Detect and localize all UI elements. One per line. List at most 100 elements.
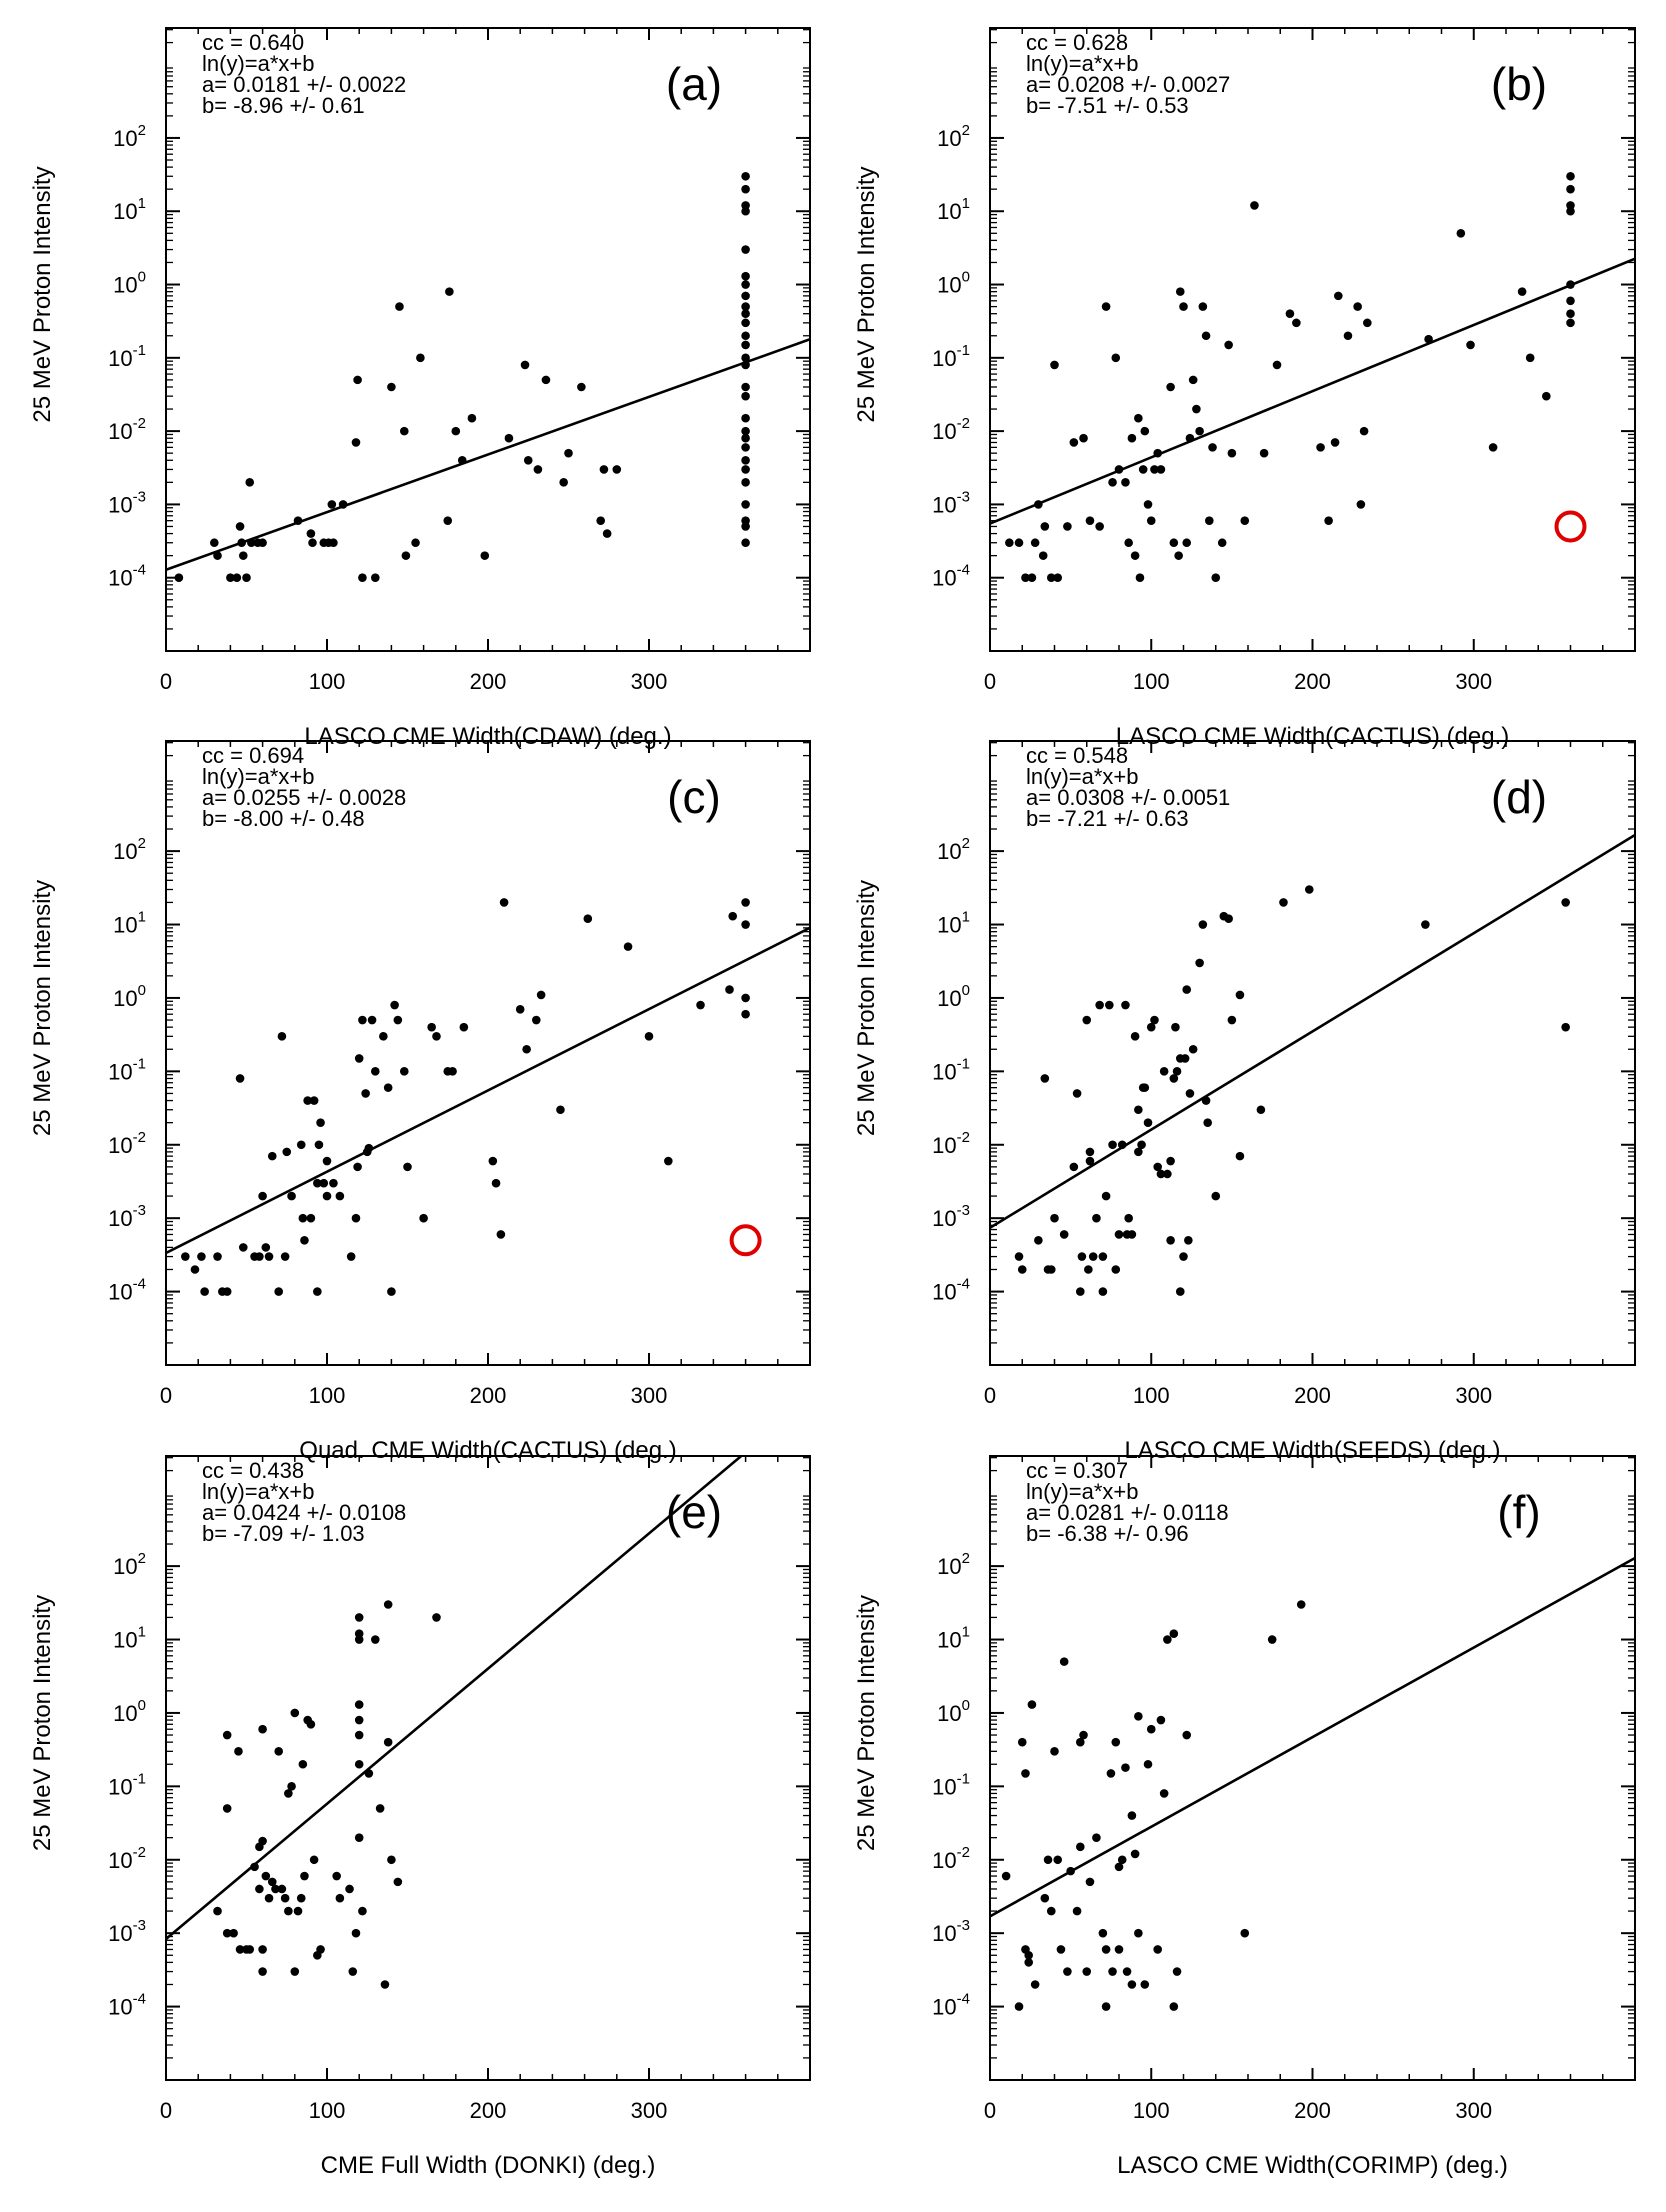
data-point bbox=[1027, 1700, 1037, 1709]
data-point bbox=[741, 455, 750, 465]
data-point bbox=[741, 353, 750, 363]
data-point bbox=[741, 280, 750, 289]
data-point bbox=[327, 500, 337, 509]
data-point bbox=[1169, 1629, 1179, 1639]
fit-stat-line: b= -7.21 +/- 0.63 bbox=[1026, 806, 1189, 831]
data-point bbox=[351, 1213, 361, 1223]
y-tick-label: 10-1 bbox=[108, 342, 146, 371]
data-point bbox=[1517, 287, 1527, 296]
data-point bbox=[271, 1884, 280, 1894]
data-point bbox=[1185, 433, 1195, 443]
data-point bbox=[399, 426, 409, 436]
data-point bbox=[741, 478, 750, 487]
y-tick-label: 102 bbox=[937, 835, 970, 864]
data-point bbox=[499, 898, 509, 907]
data-point bbox=[1201, 331, 1211, 341]
data-point bbox=[1172, 1067, 1182, 1076]
fit-stat-line: ln(y)=a*x+b bbox=[202, 764, 315, 789]
data-point bbox=[258, 1945, 267, 1954]
data-point bbox=[274, 1287, 284, 1296]
data-point bbox=[741, 443, 750, 452]
data-point bbox=[1267, 1635, 1277, 1644]
data-point bbox=[290, 1708, 300, 1718]
y-tick-label: 100 bbox=[113, 1697, 146, 1726]
x-tick-label: 300 bbox=[631, 1383, 668, 1408]
data-point bbox=[457, 455, 467, 465]
data-point bbox=[1424, 334, 1433, 344]
y-tick-label: 10-2 bbox=[932, 415, 970, 444]
data-point bbox=[293, 516, 303, 525]
data-point bbox=[491, 1178, 501, 1188]
data-point bbox=[1188, 1044, 1198, 1054]
x-tick-label: 300 bbox=[631, 669, 668, 694]
data-point bbox=[1169, 538, 1179, 548]
data-point bbox=[445, 287, 454, 296]
data-point bbox=[371, 1067, 380, 1076]
data-point bbox=[277, 1884, 287, 1894]
fit-stat-line: a= 0.0255 +/- 0.0028 bbox=[202, 785, 406, 810]
highlight-circle bbox=[729, 1224, 762, 1257]
fit-line bbox=[166, 338, 810, 571]
data-point bbox=[358, 573, 367, 583]
data-point bbox=[298, 1759, 308, 1769]
data-point bbox=[1130, 1849, 1140, 1859]
data-point bbox=[1101, 1945, 1111, 1954]
data-point bbox=[1024, 1950, 1033, 1960]
data-point bbox=[432, 1032, 441, 1041]
x-tick-label: 300 bbox=[1455, 669, 1492, 694]
x-tick-label: 0 bbox=[984, 1383, 996, 1408]
fit-stat-line: cc = 0.694 bbox=[202, 743, 304, 768]
data-point bbox=[293, 1906, 303, 1916]
data-point bbox=[1250, 201, 1259, 210]
data-point bbox=[741, 522, 750, 531]
data-point bbox=[1130, 1032, 1140, 1041]
data-point bbox=[1296, 1600, 1306, 1609]
data-point bbox=[1188, 375, 1198, 385]
y-tick-label: 100 bbox=[113, 982, 146, 1011]
data-point bbox=[1111, 353, 1121, 363]
data-point bbox=[1114, 1862, 1124, 1872]
y-tick-label: 10-3 bbox=[932, 1917, 970, 1946]
data-point bbox=[1198, 920, 1208, 929]
data-point bbox=[1137, 1140, 1146, 1150]
data-point bbox=[1114, 1945, 1124, 1954]
data-point bbox=[448, 1067, 457, 1076]
data-point bbox=[741, 360, 750, 370]
data-point bbox=[332, 1871, 341, 1881]
y-tick-label: 102 bbox=[113, 835, 146, 864]
data-point bbox=[741, 538, 750, 548]
data-point bbox=[280, 1893, 290, 1903]
data-point bbox=[741, 340, 750, 350]
data-point bbox=[319, 1178, 329, 1188]
data-point bbox=[1134, 413, 1143, 423]
data-point bbox=[1175, 1287, 1185, 1296]
data-point bbox=[1143, 500, 1153, 509]
data-point bbox=[515, 1005, 525, 1014]
panel-letter: (f) bbox=[1497, 1486, 1540, 1538]
fit-stat-line: a= 0.0281 +/- 0.0118 bbox=[1026, 1500, 1229, 1525]
data-point bbox=[1084, 1265, 1093, 1274]
data-point bbox=[1121, 478, 1130, 487]
data-point bbox=[459, 1022, 469, 1032]
data-point bbox=[245, 1945, 255, 1954]
y-tick-label: 101 bbox=[113, 909, 146, 938]
data-point bbox=[741, 171, 750, 181]
x-tick-label: 0 bbox=[984, 669, 996, 694]
data-point bbox=[1121, 1000, 1130, 1010]
data-point bbox=[354, 1700, 364, 1709]
data-point bbox=[741, 206, 750, 216]
panel-letter: (c) bbox=[667, 771, 721, 823]
data-point bbox=[1134, 1105, 1143, 1115]
data-point bbox=[234, 1747, 243, 1756]
data-point bbox=[1085, 1156, 1095, 1166]
fit-stat-line: a= 0.0208 +/- 0.0027 bbox=[1026, 72, 1230, 97]
data-point bbox=[348, 1967, 358, 1976]
data-point bbox=[1046, 1265, 1056, 1274]
y-tick-label: 100 bbox=[937, 269, 970, 298]
data-point bbox=[222, 1730, 232, 1740]
data-point bbox=[599, 465, 609, 474]
data-point bbox=[1130, 551, 1140, 560]
data-point bbox=[1140, 1980, 1150, 1989]
y-axis-label: 25 MeV Proton Intensity bbox=[853, 880, 880, 1136]
